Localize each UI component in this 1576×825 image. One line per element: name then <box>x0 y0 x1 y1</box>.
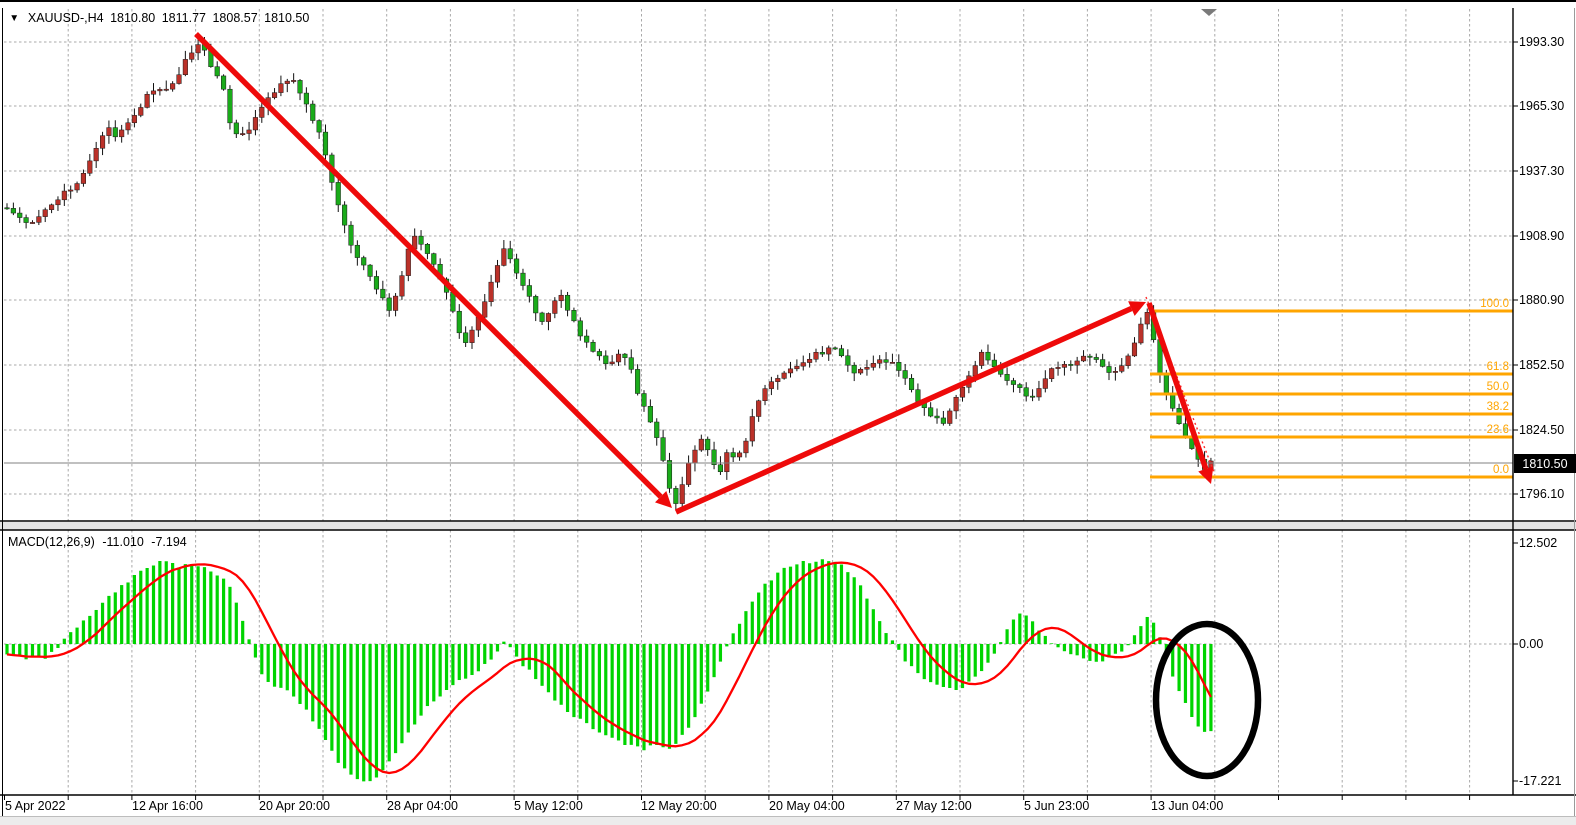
fibonacci-level-label: 50.0 <box>1486 381 1509 393</box>
ohlc-open: 1810.80 <box>110 11 156 25</box>
price-axis-label[interactable]: 1965.30 <box>1519 99 1565 113</box>
ohlc-high: 1811.77 <box>161 11 206 25</box>
time-axis-label[interactable]: 13 Jun 04:00 <box>1151 799 1224 813</box>
price-axis-label[interactable]: 1908.90 <box>1519 229 1565 243</box>
ohlc-close: 1810.50 <box>264 11 310 25</box>
time-axis-label[interactable]: 12 Apr 16:00 <box>132 799 203 813</box>
current-price-badge: 1810.50 <box>1514 454 1576 473</box>
chart-end-marker <box>1201 9 1217 16</box>
fibonacci-level-label: 38.2 <box>1486 401 1509 413</box>
symbol-timeframe-label: XAUUSD-,H4 <box>27 11 104 25</box>
candles-layer <box>4 37 1214 511</box>
window-bottom-strip <box>0 816 1576 825</box>
macd-ellipse-annotation <box>1152 620 1262 780</box>
time-axis-label[interactable]: 20 May 04:00 <box>769 799 845 813</box>
macd-axis-label[interactable]: -17.221 <box>1519 774 1562 788</box>
price-axis-label[interactable]: 1824.50 <box>1519 423 1565 437</box>
window-right-border <box>1574 8 1575 816</box>
macd-signal-line <box>6 561 1212 775</box>
macd-indicator-label: MACD(12,26,9) -11.010 -7.194 <box>8 535 191 549</box>
price-axis-label[interactable]: 1796.10 <box>1519 487 1565 501</box>
window-top-border <box>0 0 1576 2</box>
price-axis-label[interactable]: 1880.90 <box>1519 293 1565 307</box>
window-left-border <box>2 8 3 816</box>
price-axis-label[interactable]: 1993.30 <box>1519 35 1565 49</box>
fibonacci-level-label: 0.0 <box>1493 464 1509 476</box>
macd-axis-label[interactable]: 12.502 <box>1519 536 1558 550</box>
fibonacci-level-label: 61.8 <box>1486 361 1509 373</box>
fibonacci-level-label: 23.6 <box>1486 424 1509 436</box>
fibonacci-level-label: 100.0 <box>1480 298 1509 310</box>
panel-borders <box>0 8 1576 800</box>
time-axis-label[interactable]: 5 May 12:00 <box>514 799 583 813</box>
symbol-dropdown-icon[interactable]: ▼ <box>9 12 20 24</box>
time-axis-label[interactable]: 27 May 12:00 <box>896 799 972 813</box>
time-axis-label[interactable]: 20 Apr 20:00 <box>259 799 330 813</box>
macd-signal-value: -7.194 <box>151 535 187 549</box>
price-axis-label[interactable]: 1852.50 <box>1519 358 1565 372</box>
macd-main-value: -11.010 <box>102 535 144 549</box>
macd-name: MACD(12,26,9) <box>8 535 95 549</box>
time-axis-label[interactable]: 12 May 20:00 <box>641 799 717 813</box>
trend-arrows <box>194 32 1214 515</box>
time-axis-label[interactable]: 5 Apr 2022 <box>5 799 66 813</box>
ohlc-low: 1808.57 <box>212 11 258 25</box>
macd-axis-label[interactable]: 0.00 <box>1519 637 1544 651</box>
time-axis-label[interactable]: 5 Jun 23:00 <box>1024 799 1090 813</box>
price-axis-label[interactable]: 1937.30 <box>1519 164 1565 178</box>
time-axis-label[interactable]: 28 Apr 04:00 <box>387 799 458 813</box>
macd-histogram <box>5 559 1213 782</box>
chart-title-bar: ▼ XAUUSD-,H4 1810.80 1811.77 1808.57 181… <box>8 11 312 25</box>
